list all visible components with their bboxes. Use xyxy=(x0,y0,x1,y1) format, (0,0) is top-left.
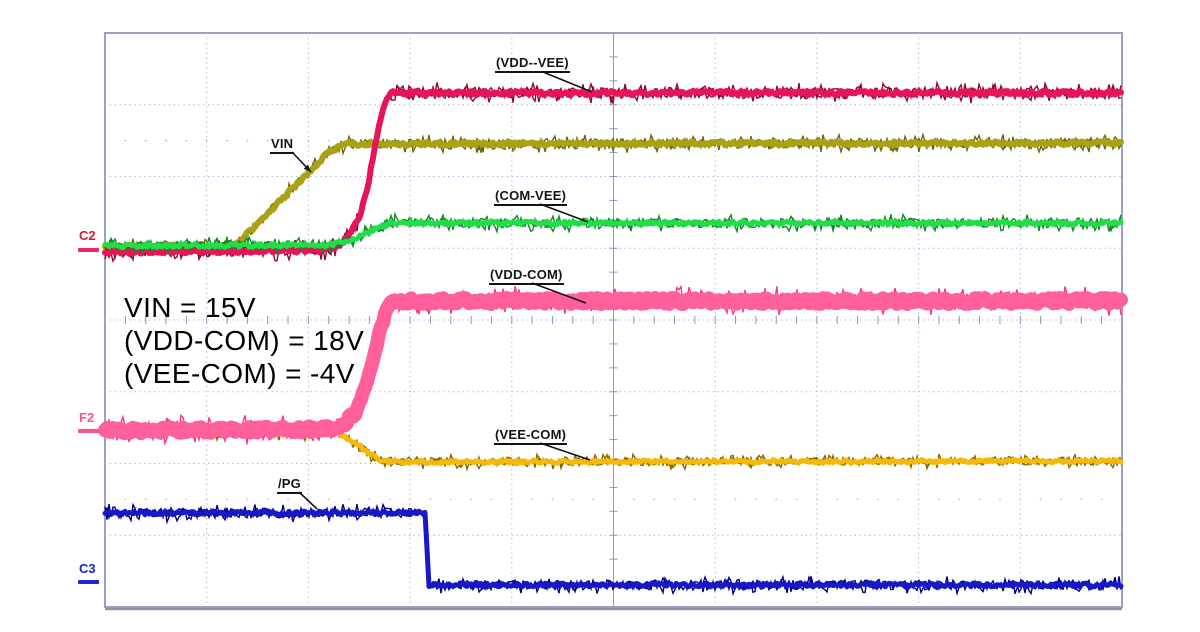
minor-dot xyxy=(226,139,228,142)
minor-dot xyxy=(429,498,432,501)
minor-dot xyxy=(327,498,330,501)
minor-dot xyxy=(368,498,371,501)
minor-dot xyxy=(897,498,900,501)
minor-dot xyxy=(795,498,798,501)
minor-dot xyxy=(185,498,188,501)
minor-dot xyxy=(246,139,249,142)
minor-dot xyxy=(124,498,127,501)
minor-dot xyxy=(510,498,513,501)
minor-dot xyxy=(409,498,411,501)
minor-dot xyxy=(531,498,534,501)
minor-dot xyxy=(754,498,757,501)
condition-line: (VEE-COM) = -4V xyxy=(124,358,355,389)
minor-dot xyxy=(144,139,147,142)
minor-dot xyxy=(571,498,574,501)
minor-dot xyxy=(1080,498,1083,501)
minor-dot xyxy=(734,498,737,501)
minor-dot xyxy=(185,139,188,142)
condition-line: (VDD-COM) = 18V xyxy=(124,325,365,356)
minor-dot xyxy=(327,139,330,142)
trace-vdd_vee xyxy=(102,87,1124,257)
minor-dot xyxy=(388,498,391,501)
trace-vin xyxy=(102,138,1124,252)
minor-dot xyxy=(714,498,717,501)
trace-label: (VDD--VEE) xyxy=(495,55,570,73)
channel-marker-label: F2 xyxy=(79,410,95,425)
minor-dot xyxy=(205,139,208,142)
trace-vdd_com xyxy=(98,291,1128,441)
minor-dot xyxy=(449,498,452,501)
minor-dot xyxy=(287,498,289,501)
channel-level-dash xyxy=(78,429,99,433)
minor-dot xyxy=(775,498,778,501)
minor-dot xyxy=(1039,498,1042,501)
trace-pg xyxy=(102,508,1124,590)
minor-dot xyxy=(856,498,859,501)
minor-dot xyxy=(938,498,940,501)
channel-level-dash xyxy=(78,248,99,252)
minor-dot xyxy=(693,498,696,501)
minor-dot xyxy=(348,498,350,501)
label-leader-line xyxy=(539,442,591,461)
trace-label: (COM-VEE) xyxy=(494,188,568,206)
minor-dot xyxy=(266,498,269,501)
leader-arrowhead xyxy=(303,164,311,172)
minor-dot xyxy=(1019,498,1022,501)
minor-dot xyxy=(470,498,473,501)
minor-dot xyxy=(551,498,554,501)
trace-label: (VDD-COM) xyxy=(489,267,564,285)
minor-dot xyxy=(307,139,310,142)
channel-marker-label: C3 xyxy=(79,561,96,576)
minor-dot xyxy=(246,498,249,501)
minor-dot xyxy=(958,498,961,501)
channel-level-dash xyxy=(78,580,99,584)
minor-dot xyxy=(226,498,228,501)
minor-dot xyxy=(592,498,595,501)
trace-com_vee xyxy=(102,218,1124,251)
minor-dot xyxy=(165,139,167,142)
minor-dot xyxy=(978,498,981,501)
minor-dot xyxy=(165,498,167,501)
minor-dot xyxy=(816,498,818,501)
trace-noise-vdd_vee xyxy=(104,80,1122,262)
minor-dot xyxy=(917,498,920,501)
minor-dot xyxy=(612,498,615,501)
label-leader-line xyxy=(542,71,593,93)
minor-dot xyxy=(144,498,147,501)
minor-dot xyxy=(287,139,289,142)
minor-dot xyxy=(266,139,269,142)
minor-dot xyxy=(205,498,208,501)
minor-dot xyxy=(836,498,839,501)
minor-dot xyxy=(124,139,127,142)
minor-dot xyxy=(1100,498,1103,501)
trace-label: /PG xyxy=(277,476,302,494)
minor-dot xyxy=(632,498,635,501)
minor-dot xyxy=(490,498,493,501)
label-leader-line xyxy=(531,282,587,304)
minor-dot xyxy=(1060,498,1062,501)
minor-dot xyxy=(999,498,1001,501)
minor-dot xyxy=(877,498,879,501)
label-leader-line xyxy=(539,203,589,223)
minor-dot xyxy=(653,498,656,501)
condition-line: VIN = 15V xyxy=(124,292,257,323)
trace-label: VIN xyxy=(270,136,295,154)
channel-marker-label: C2 xyxy=(79,228,96,243)
trace-label: (VEE-COM) xyxy=(494,427,568,445)
minor-dot xyxy=(673,498,676,501)
label-leader-line xyxy=(298,491,318,510)
